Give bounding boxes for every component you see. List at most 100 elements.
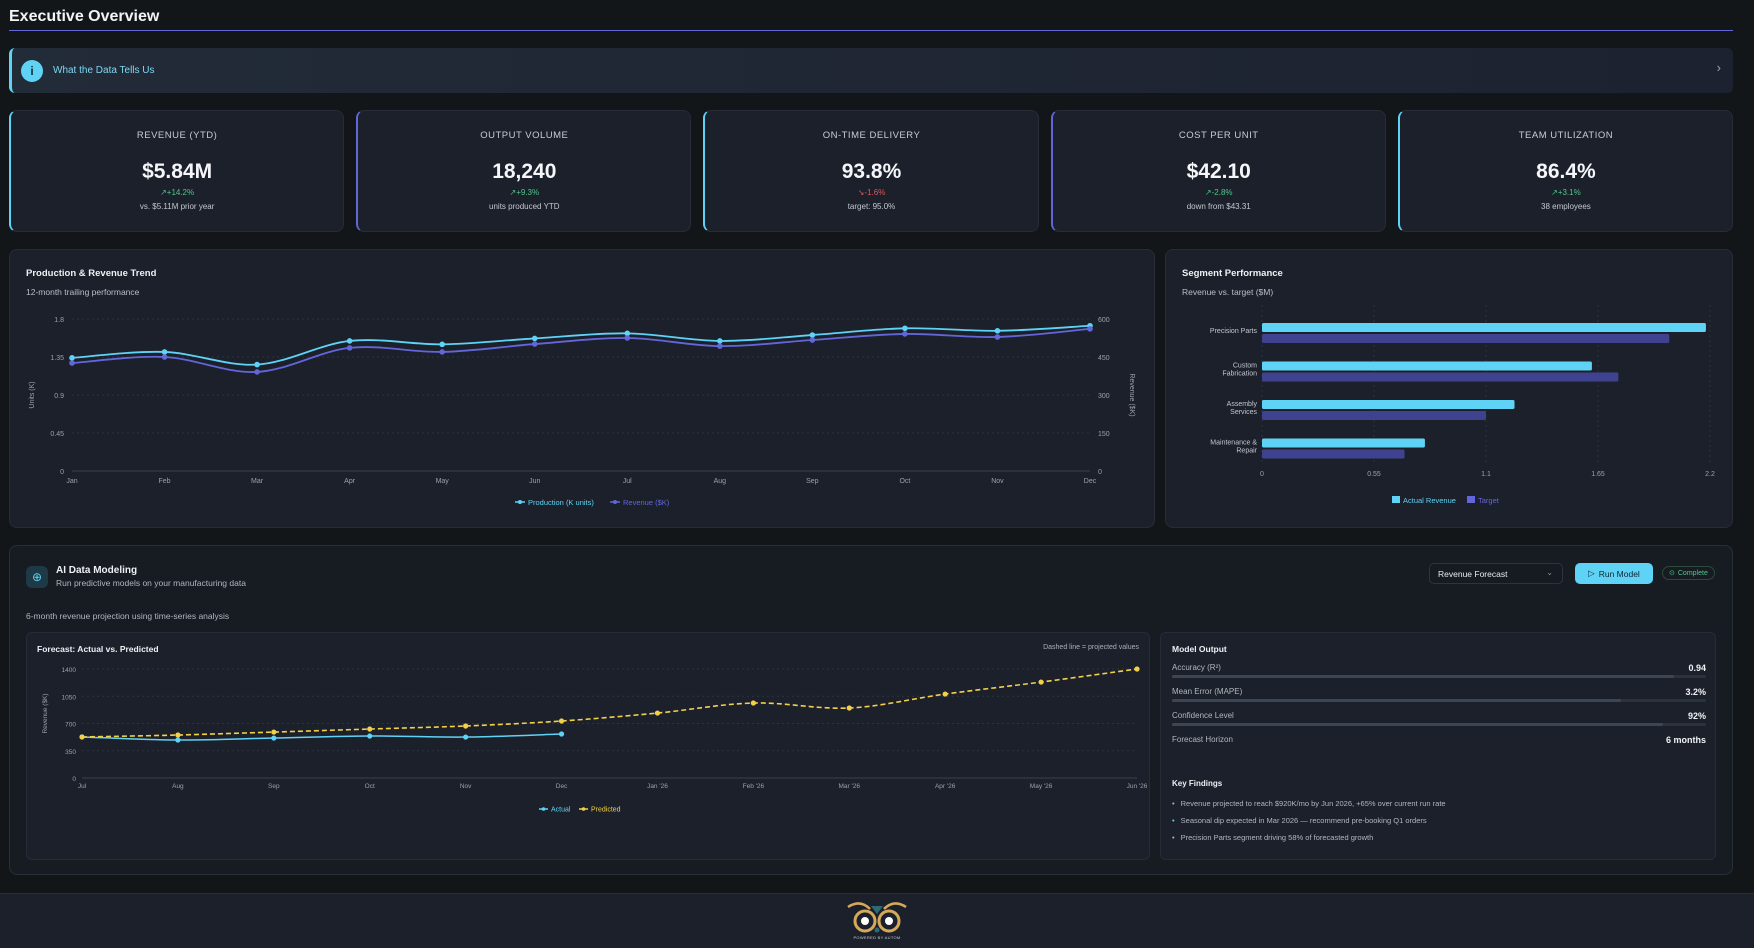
data-point — [346, 338, 353, 344]
y-axis-label: Units (K) — [29, 381, 36, 408]
series-line — [71, 327, 1091, 373]
data-point — [367, 733, 373, 739]
forecast-chart: 0 350 700 1050 1400 Jul Aug Sep Oct Nov Dec Jan '26… — [42, 666, 1148, 814]
kpi-note: units produced YTD — [489, 202, 560, 211]
x-tick-label: 1.1 — [1481, 471, 1491, 478]
data-point — [717, 338, 723, 344]
category-label: Services — [1230, 409, 1257, 416]
footer: POWERED BY AUTOM — [0, 893, 1754, 948]
legend-label: Revenue ($K) — [623, 498, 670, 507]
data-point — [367, 726, 373, 732]
category-label: Repair — [1236, 448, 1257, 455]
x-tick-label: 0.55 — [1367, 471, 1381, 478]
kpi-value: 86.4% — [1536, 160, 1596, 183]
kpi-card: ON-TIME DELIVERY 93.8% ↘-1.6% target: 95… — [703, 110, 1039, 232]
data-point — [902, 325, 908, 332]
kpi-label: COST PER UNIT — [1178, 130, 1259, 141]
kpi-note: 38 employees — [1541, 202, 1591, 211]
kpi-row: REVENUE (YTD) $5.84M ↗+14.2% vs. $5.11M … — [9, 110, 1734, 232]
y-tick-label: 350 — [65, 749, 76, 756]
y-right-tick-label: 150 — [1098, 431, 1110, 438]
data-insights-banner[interactable]: i What the Data Tells Us › — [9, 48, 1733, 93]
data-point — [558, 731, 565, 737]
x-tick-label: Jan '26 — [647, 783, 668, 790]
data-point — [994, 334, 1001, 340]
x-tick-label: Jun — [529, 478, 540, 485]
kpi-label: TEAM UTILIZATION — [1518, 130, 1614, 141]
category-label: Fabrication — [1222, 371, 1257, 378]
forecast-card: Forecast: Actual vs. Predicted Dashed li… — [26, 632, 1150, 860]
chevron-down-icon: ⌄ — [1546, 568, 1553, 577]
trend-up-icon: ↗ — [1551, 188, 1558, 197]
data-point — [846, 705, 852, 711]
data-point — [1087, 326, 1093, 332]
kpi-delta-value: +3.1% — [1557, 188, 1581, 197]
metric-bar-fill — [1172, 675, 1674, 678]
x-tick-label: Mar — [251, 478, 264, 485]
kpi-value: $5.84M — [142, 160, 213, 183]
banner-label: What the Data Tells Us — [53, 65, 155, 76]
x-tick-label: Mar '26 — [839, 783, 861, 790]
category-label: Custom — [1233, 363, 1257, 370]
status-text: Complete — [1677, 569, 1708, 577]
finding-item: Precision Parts segment driving 58% of f… — [1172, 833, 1374, 842]
x-tick-label: Jul — [623, 478, 632, 485]
y-tick-label: 0 — [72, 776, 76, 783]
metric-row: Forecast Horizon 6 months — [1172, 735, 1706, 745]
x-tick-label: 2.2 — [1705, 471, 1715, 478]
x-tick-label: Aug — [714, 478, 727, 485]
x-tick-label: Sep — [806, 478, 819, 485]
finding-item: Revenue projected to reach $920K/mo by J… — [1172, 799, 1446, 808]
forecast-note: Dashed line = projected values — [1043, 644, 1139, 651]
play-icon: ▷ — [1588, 568, 1595, 578]
y-right-tick-label: 0 — [1098, 469, 1102, 476]
check-circle-icon: ⊙ — [1669, 570, 1675, 577]
metric-value: 0.94 — [1688, 663, 1706, 673]
kpi-value: 93.8% — [841, 160, 902, 183]
trend-subtitle: 12-month trailing performance — [26, 287, 140, 297]
run-model-button[interactable]: ▷ Run Model — [1575, 563, 1653, 584]
trend-chart: 0 0 0.45 150 0.9 300 1.35 450 1.8 600 Jan Feb Mar Apr… — [29, 317, 1135, 507]
x-tick-label: Sep — [268, 783, 280, 790]
data-point — [942, 691, 948, 697]
data-point — [161, 349, 168, 355]
data-point — [161, 354, 168, 360]
metric-value: 92% — [1687, 711, 1706, 721]
data-point — [69, 355, 75, 361]
metric-bar — [1172, 699, 1706, 702]
chevron-right-icon[interactable]: › — [1716, 60, 1721, 75]
ai-modeling-panel: ⊕ AI Data Modeling Run predictive models… — [9, 545, 1733, 875]
data-point — [531, 335, 538, 342]
legend-label: Predicted — [591, 807, 621, 814]
x-tick-label: Dec — [1084, 478, 1097, 485]
model-select[interactable]: Revenue Forecast ⌄ — [1429, 563, 1563, 584]
legend-swatch — [1392, 496, 1400, 503]
metric-label: Accuracy (R²) — [1172, 663, 1221, 672]
model-output-card: Model Output Key Findings Accuracy (R²) 0… — [1160, 632, 1716, 860]
metric-value: 6 months — [1665, 735, 1706, 745]
ai-title: AI Data Modeling — [56, 565, 138, 576]
data-point — [254, 361, 260, 368]
kpi-label: OUTPUT VOLUME — [480, 130, 569, 141]
kpi-label: REVENUE (YTD) — [136, 130, 218, 141]
kpi-note: down from $43.31 — [1186, 202, 1251, 211]
x-tick-label: Aug — [172, 783, 184, 790]
kpi-card: TEAM UTILIZATION 86.4% ↗+3.1% 38 employe… — [1397, 110, 1734, 232]
legend-swatch — [1467, 496, 1475, 503]
kpi-delta: ↘-1.6% — [705, 188, 1037, 197]
x-tick-label: Jul — [78, 783, 87, 790]
ai-subtitle: Run predictive models on your manufactur… — [56, 578, 246, 588]
kpi-value: 18,240 — [492, 160, 557, 183]
x-tick-label: Dec — [556, 783, 568, 790]
x-tick-label: Apr — [344, 478, 356, 485]
kpi-note: vs. $5.11M prior year — [139, 202, 215, 211]
legend-marker — [541, 807, 546, 811]
legend-label: Actual Revenue — [1403, 496, 1456, 505]
data-point — [69, 360, 75, 366]
bar — [1262, 400, 1515, 409]
y-right-axis-label: Revenue ($K) — [1128, 373, 1135, 416]
info-icon: i — [21, 59, 43, 82]
category-label: Assembly — [1227, 401, 1258, 408]
x-tick-label: Feb — [159, 478, 171, 485]
data-point — [175, 732, 181, 738]
